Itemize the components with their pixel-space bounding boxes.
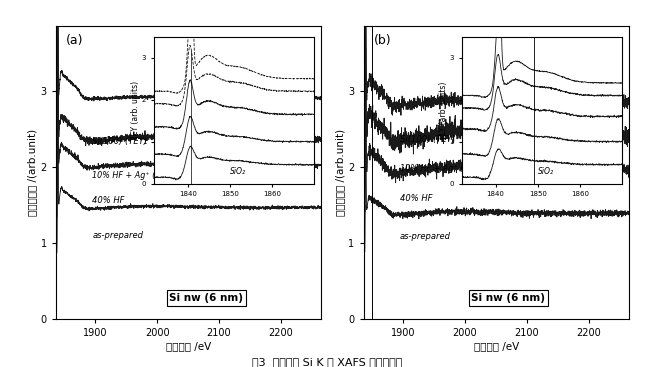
Text: SiO₂: SiO₂ xyxy=(230,167,246,176)
Text: as-prepared: as-prepared xyxy=(92,231,143,240)
Text: 10% HF + Ag⁺ (10⁻M): 10% HF + Ag⁺ (10⁻M) xyxy=(92,171,180,181)
Text: (b): (b) xyxy=(374,34,392,47)
Text: SiO₂: SiO₂ xyxy=(538,167,553,176)
X-axis label: 光子能量 /eV: 光子能量 /eV xyxy=(166,341,211,351)
Text: Si nw (6 nm): Si nw (6 nm) xyxy=(471,293,545,303)
Text: 10% HF + Ag⁺ (10⁻M): 10% HF + Ag⁺ (10⁻M) xyxy=(400,164,488,173)
Text: 图3  硅纳米线 Si K 边 XAFS 光谱谱线图: 图3 硅纳米线 Si K 边 XAFS 光谱谱线图 xyxy=(252,357,403,367)
Text: (a): (a) xyxy=(66,34,84,47)
Text: Si(100) (TEY): Si(100) (TEY) xyxy=(92,137,147,146)
Text: as-prepared: as-prepared xyxy=(400,232,451,241)
X-axis label: 光子能量 /eV: 光子能量 /eV xyxy=(474,341,519,351)
Y-axis label: TEY (arb. units): TEY (arb. units) xyxy=(132,80,140,140)
Text: 40% HF: 40% HF xyxy=(400,194,432,203)
Y-axis label: 电子产额谱 /(arb.unit): 电子产额谱 /(arb.unit) xyxy=(335,129,345,216)
Text: 40% HF: 40% HF xyxy=(92,196,124,205)
Text: Si(100) (TEY): Si(100) (TEY) xyxy=(400,135,455,144)
Y-axis label: FLY (arb. units): FLY (arb. units) xyxy=(440,81,448,139)
Y-axis label: 电子产额谱 /(arb.unit): 电子产额谱 /(arb.unit) xyxy=(28,129,37,216)
Text: Si nw (6 nm): Si nw (6 nm) xyxy=(170,293,244,303)
